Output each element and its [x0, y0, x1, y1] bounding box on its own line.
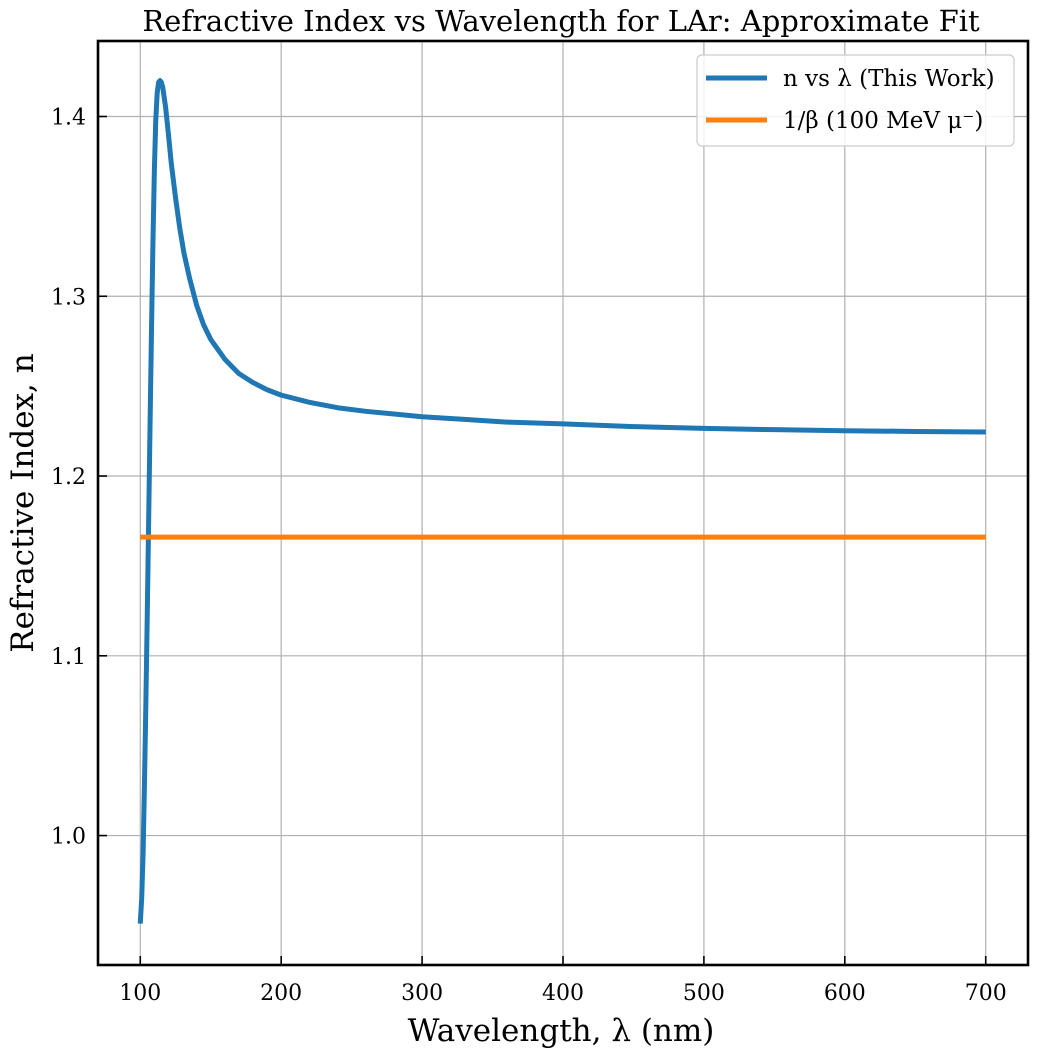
x-tick-label: 200 — [260, 981, 302, 1006]
legend-label-n-vs-lambda: n vs λ (This Work) — [783, 66, 995, 92]
y-tick-label: 1.1 — [51, 645, 86, 670]
x-tick-label: 400 — [542, 981, 584, 1006]
legend-frame — [696, 54, 1015, 147]
x-tick-label: 300 — [401, 981, 443, 1006]
x-tick-label: 700 — [965, 981, 1007, 1006]
y-tick-label: 1.0 — [51, 825, 86, 850]
x-tick-label: 500 — [683, 981, 725, 1006]
x-tick-label: 100 — [119, 981, 161, 1006]
y-axis-label: Refractive Index, n — [5, 353, 41, 652]
chart-title: Refractive Index vs Wavelength for LAr: … — [142, 4, 980, 38]
x-axis-label: Wavelength, λ (nm) — [408, 1013, 715, 1049]
x-tick-label: 600 — [824, 981, 866, 1006]
legend: n vs λ (This Work) 1/β (100 MeV μ⁻) — [696, 54, 1015, 147]
series-line-n-vs-lambda — [137, 78, 986, 924]
y-tick-label: 1.4 — [51, 106, 86, 131]
series-lines — [137, 78, 986, 924]
legend-label-inverse-beta: 1/β (100 MeV μ⁻) — [783, 108, 983, 134]
axis-ticks: 100 200 300 400 500 600 700 1.0 1.1 1.2 1.3 1.4 — [51, 106, 1007, 1006]
y-tick-label: 1.2 — [51, 465, 86, 490]
grid-lines — [98, 41, 1028, 965]
y-tick-label: 1.3 — [51, 285, 86, 310]
